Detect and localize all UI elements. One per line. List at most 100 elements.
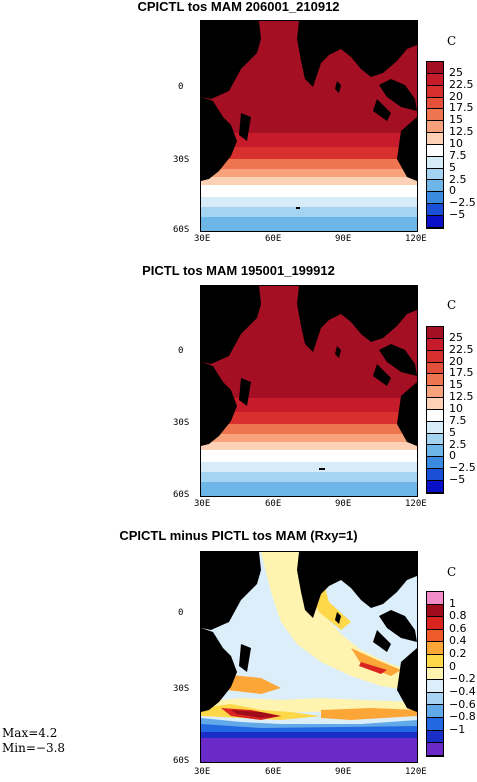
colorbar-label: 5: [449, 160, 456, 174]
colorbar-label: 12.5: [449, 390, 474, 404]
colorbar-label: −0.4: [449, 684, 476, 698]
panel-3-title: CPICTL minus PICTL tos MAM (Rxy=1): [119, 528, 358, 543]
panel-3-map: [200, 551, 418, 763]
colorbar-swatch: [427, 215, 443, 228]
colorbar-swatch: [427, 409, 443, 422]
panel-1-lat-0: 0: [178, 82, 184, 92]
colorbar-label: 0.2: [449, 647, 467, 661]
colorbar-swatch: [427, 327, 443, 339]
colorbar-label: 0: [449, 659, 456, 673]
panel-1-lat-30s: 30S: [173, 155, 190, 165]
colorbar-swatch: [427, 156, 443, 169]
panel-1-lat-60s: 60S: [173, 225, 190, 235]
colorbar-label: −1: [449, 722, 466, 736]
colorbar-swatch: [427, 338, 443, 351]
panel-3-lat-0: 0: [178, 608, 184, 618]
colorbar-swatch: [427, 192, 443, 205]
min-stat: Min=−3.8: [2, 741, 66, 755]
panel-3-lat-30s: 30S: [173, 684, 190, 694]
panel-1-title: CPICTL tos MAM 206001_210912: [137, 0, 340, 14]
colorbar-label: 10: [449, 137, 463, 150]
colorbar-label: 1: [449, 596, 456, 610]
max-stat: Max=4.2: [2, 726, 58, 740]
colorbar-label: 15: [449, 378, 463, 392]
colorbar-label: −5: [449, 473, 466, 487]
panel-1-lon-90e: 90E: [335, 234, 352, 244]
colorbar-swatch: [427, 168, 443, 181]
colorbar-swatch: [427, 133, 443, 145]
colorbar-swatch: [427, 121, 443, 134]
panel-1-unit: C: [447, 34, 457, 48]
panel-3-lon-90e: 90E: [335, 767, 352, 777]
colorbar-swatch: [427, 718, 443, 731]
colorbar-swatch: [427, 433, 443, 446]
panel-1-lon-30e: 30E: [194, 234, 211, 244]
panel-3-lat-60s: 60S: [173, 756, 190, 766]
panel-2-lon-30e: 30E: [194, 499, 211, 509]
panel-2-title: PICTL tos MAM 195001_199912: [142, 263, 335, 278]
colorbar-label: 7.5: [449, 413, 467, 427]
colorbar-label: 7.5: [449, 148, 467, 162]
colorbar-label: 2.5: [449, 437, 467, 451]
panel-2-lon-60e: 60E: [265, 499, 282, 509]
colorbar-swatch: [427, 180, 443, 193]
panel-3-unit: C: [447, 565, 457, 579]
colorbar-label: 17.5: [449, 101, 474, 115]
colorbar-swatch: [427, 592, 443, 605]
colorbar-label: 22.5: [449, 342, 474, 356]
panel-2-unit: C: [447, 298, 457, 312]
colorbar-label: 0: [449, 449, 456, 463]
panel-3-lon-120e: 120E: [405, 767, 427, 777]
colorbar-label: 2.5: [449, 172, 467, 186]
colorbar-label: 0.6: [449, 621, 467, 635]
colorbar-swatch: [427, 667, 443, 681]
colorbar-label: 0: [449, 184, 456, 198]
panel-2-lon-120e: 120E: [405, 499, 427, 509]
colorbar-swatch: [427, 362, 443, 375]
colorbar-label: −2.5: [449, 461, 476, 475]
colorbar-swatch: [427, 144, 443, 157]
colorbar-swatch: [427, 97, 443, 110]
colorbar-label: 20: [449, 354, 463, 368]
colorbar-label: 0.4: [449, 634, 467, 648]
colorbar-label: 25: [449, 330, 463, 344]
colorbar-swatch: [427, 85, 443, 98]
colorbar-swatch: [427, 374, 443, 387]
colorbar-swatch: [427, 109, 443, 122]
colorbar-label: 25: [449, 65, 463, 79]
panel-1-lon-120e: 120E: [405, 234, 427, 244]
colorbar-swatch: [427, 655, 443, 668]
panel-2-lat-0: 0: [178, 346, 184, 356]
panel-1-lon-60e: 60E: [265, 234, 282, 244]
panel-3-lon-30e: 30E: [194, 767, 211, 777]
colorbar-label: −0.2: [449, 672, 476, 686]
colorbar-swatch: [427, 617, 443, 630]
colorbar-swatch: [427, 604, 443, 618]
colorbar-swatch: [427, 743, 443, 756]
colorbar-swatch: [427, 730, 443, 744]
panel-2-lat-60s: 60S: [173, 490, 190, 500]
colorbar-swatch: [427, 480, 443, 493]
colorbar-swatch: [427, 629, 443, 643]
colorbar-label: 17.5: [449, 366, 474, 380]
colorbar-label: 5: [449, 425, 456, 439]
colorbar-label: 0.8: [449, 609, 467, 623]
colorbar-swatch: [427, 73, 443, 86]
panel-2-lon-90e: 90E: [335, 499, 352, 509]
colorbar-label: 10: [449, 402, 463, 415]
panel-1-colorbar: [426, 61, 444, 229]
colorbar-label: 22.5: [449, 77, 474, 91]
colorbar-swatch: [427, 705, 443, 719]
colorbar-swatch: [427, 469, 443, 481]
panel-3-lon-60e: 60E: [265, 767, 282, 777]
colorbar-swatch: [427, 642, 443, 656]
colorbar-label: −0.6: [449, 697, 476, 711]
colorbar-swatch: [427, 62, 443, 74]
colorbar-swatch: [427, 386, 443, 399]
colorbar-label: −5: [449, 208, 466, 222]
colorbar-label: 20: [449, 89, 463, 103]
colorbar-swatch: [427, 350, 443, 363]
colorbar-swatch: [427, 445, 443, 458]
colorbar-label: 12.5: [449, 125, 474, 139]
colorbar-swatch: [427, 457, 443, 470]
